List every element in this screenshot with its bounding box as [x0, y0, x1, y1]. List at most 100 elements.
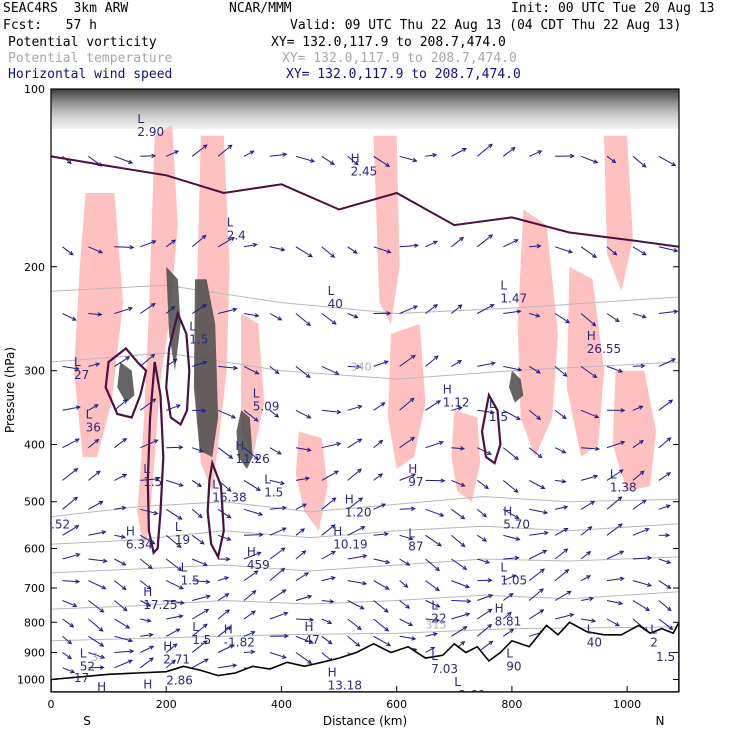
wind-vector-189: [347, 635, 361, 647]
wind-vector-141: [269, 633, 290, 639]
wind-vector-279: [503, 508, 520, 519]
wind-vector-280: [503, 534, 521, 541]
svg-text:L: L: [431, 598, 438, 612]
wind-vector-218: [399, 580, 409, 588]
svg-text:1.12: 1.12: [443, 396, 470, 410]
y-tick-label-5: 600: [24, 542, 45, 555]
wind-vector-343: [606, 496, 623, 510]
wind-vector-6: [62, 468, 79, 481]
hl-label-29: L22: [431, 598, 446, 625]
wind-vector-284: [502, 611, 512, 620]
wind-vector-345: [606, 550, 625, 560]
theta-label-1: 315: [426, 619, 447, 632]
wind-vector-213: [399, 436, 416, 449]
svg-text:97: 97: [408, 475, 423, 489]
endpoint-south: S: [83, 714, 91, 728]
wind-vector-51: [139, 353, 156, 367]
wind-vector-29: [88, 635, 105, 647]
wind-vector-217: [399, 558, 411, 566]
wind-vector-57: [139, 558, 153, 570]
wind-vector-357: [632, 439, 644, 449]
wind-vector-202: [373, 580, 390, 590]
wind-vector-281: [503, 555, 520, 561]
pv-shading-3: [117, 362, 135, 403]
wind-vector-107: [217, 593, 230, 601]
wind-vector-193: [373, 246, 392, 254]
wind-vector-158: [295, 652, 313, 664]
svg-text:36: 36: [86, 420, 101, 434]
svg-text:2.86: 2.86: [166, 674, 193, 688]
wind-vector-69: [166, 445, 184, 450]
svg-text:H: H: [126, 525, 135, 539]
wind-vector-134: [269, 479, 286, 486]
wind-vector-208: [399, 155, 418, 163]
hl-label-4: L1.47: [500, 279, 527, 306]
wind-vector-353: [632, 246, 647, 256]
wind-vector-221: [399, 635, 417, 641]
hl-label-0: L2.90: [137, 112, 164, 139]
rain-region-7: [451, 410, 481, 502]
wind-vector-253: [451, 626, 468, 637]
wind-vector-120: [243, 532, 264, 537]
svg-text:H: H: [305, 620, 314, 634]
wind-vector-231: [425, 508, 445, 517]
wind-vector-85: [192, 447, 204, 453]
wind-vector-18: [88, 312, 103, 317]
svg-text:35: 35: [63, 695, 78, 709]
svg-text:1.98: 1.98: [212, 692, 239, 706]
wind-vector-50: [140, 302, 156, 314]
pv-contour-4: [206, 458, 225, 561]
wind-vector-342: [606, 469, 624, 481]
wind-vector-380: [658, 618, 674, 630]
hl-label-3: L40: [328, 284, 343, 311]
svg-text:H: H: [443, 383, 452, 397]
wind-vector-323: [580, 365, 598, 379]
svg-text:H: H: [224, 623, 233, 637]
svg-text:1.5: 1.5: [189, 333, 208, 347]
wind-vector-197: [373, 439, 384, 449]
wind-vector-238: [425, 646, 436, 653]
wind-vector-376: [658, 533, 671, 538]
rain-region-6: [388, 324, 426, 469]
wind-vector-126: [243, 649, 256, 655]
wind-vector-278: [502, 480, 519, 493]
wind-vector-112: [243, 150, 255, 157]
wind-vector-240: [451, 148, 467, 157]
wind-vector-90: [192, 579, 211, 585]
wind-vector-337: [606, 246, 618, 256]
wind-vector-153: [295, 550, 307, 560]
wind-vector-19: [88, 362, 101, 367]
wind-vector-289: [529, 243, 542, 249]
wind-vector-138: [269, 567, 286, 581]
wind-vector-135: [269, 505, 287, 511]
svg-text:L: L: [143, 462, 150, 476]
wind-vector-70: [166, 479, 184, 487]
endpoint-north: N: [656, 714, 665, 728]
wind-vector-64: [165, 150, 180, 157]
wind-vector-34: [114, 306, 134, 314]
wind-vector-129: [269, 246, 286, 252]
wind-vector-109: [217, 625, 232, 637]
svg-text:2.4: 2.4: [227, 229, 246, 243]
wind-vector-339: [606, 365, 624, 373]
wind-vector-142: [269, 652, 287, 659]
wind-vector-166: [321, 470, 339, 481]
svg-text:17: 17: [74, 671, 89, 685]
wind-vector-269: [476, 623, 493, 637]
svg-text:11.26: 11.26: [235, 452, 269, 466]
wind-vector-54: [140, 476, 160, 482]
svg-text:87: 87: [408, 540, 423, 554]
x-tick-label-5: 1000: [613, 698, 641, 711]
wind-vector-80: [191, 144, 208, 157]
y-tick-label-4: 500: [24, 496, 45, 509]
wind-vector-60: [140, 618, 152, 623]
wind-vector-320: [580, 155, 599, 164]
wind-vector-192: [373, 155, 391, 167]
wind-vector-28: [88, 618, 104, 632]
rain-region-9: [566, 266, 605, 457]
wind-vector-227: [425, 355, 439, 367]
svg-text:8.81: 8.81: [495, 614, 522, 628]
x-tick-label-1: 200: [156, 698, 177, 711]
wind-vector-44: [114, 618, 131, 629]
wind-vector-347: [606, 600, 624, 606]
